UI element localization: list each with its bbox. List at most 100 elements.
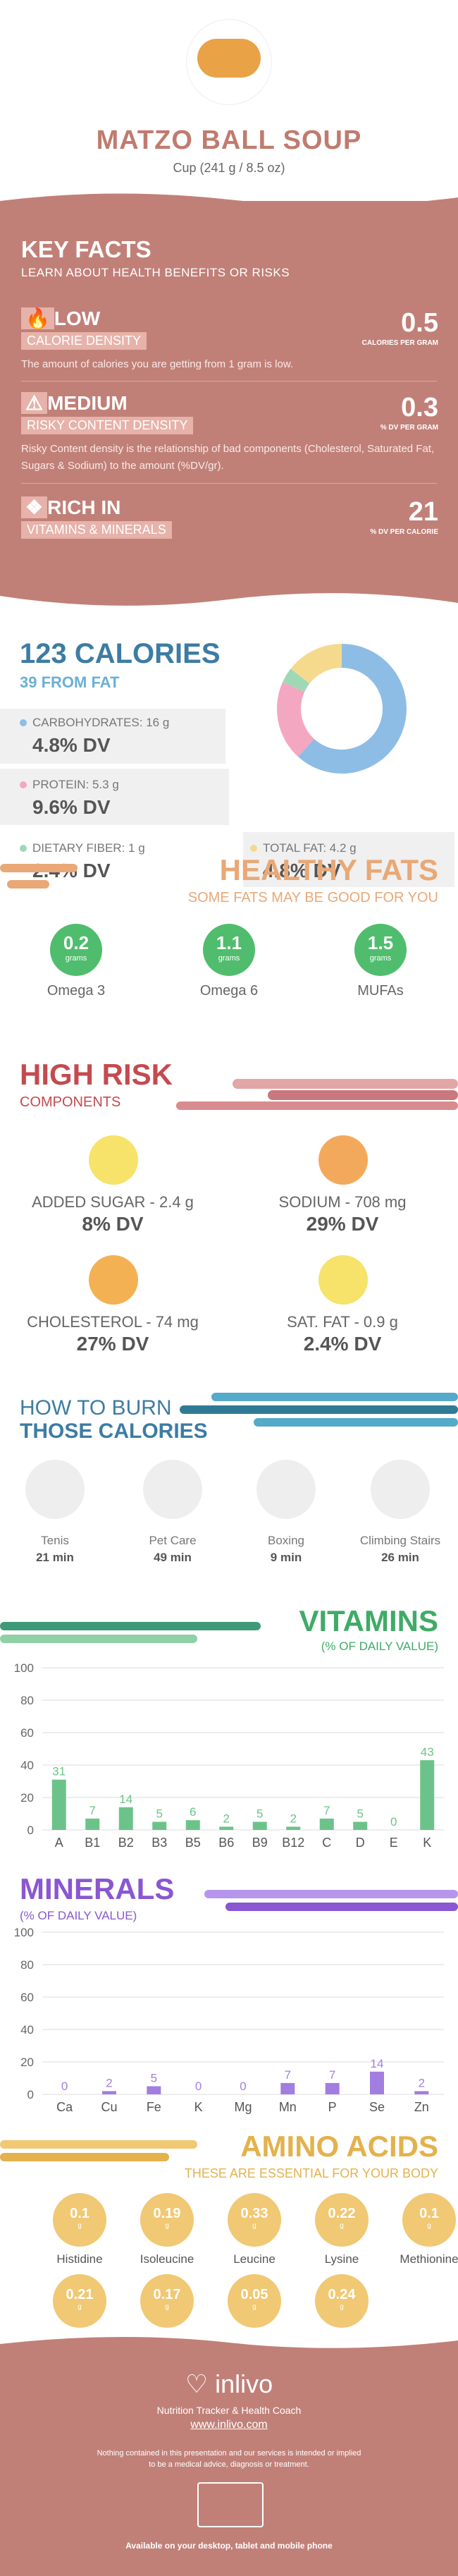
vitamin-value-label: 2 [290,1812,297,1825]
calorie-density-unit: CALORIES PER GRAM [361,339,438,347]
food-title: MATZO BALL SOUP [96,126,362,155]
mineral-value-label: 2 [106,2076,112,2089]
wave-divider [0,193,458,215]
minerals-title: MINERALS [20,1872,175,1905]
amino-unit: g [340,2222,344,2230]
protein-label: PROTEIN: 5.3 g [20,778,119,792]
mineral-bar-Mn [280,2082,295,2094]
amino-unit: g [252,2303,256,2311]
decor-bar [0,2140,197,2149]
mineral-bar-Cu [102,2091,116,2094]
medium-density-block: ⚠ MEDIUM [21,391,128,415]
available-text: Available on your desktop, tablet and mo… [125,2541,333,2551]
footer: ♡ inlivo Nutrition Tracker & Health Coac… [0,2330,458,2576]
vitamin-ytick-label: 60 [20,1726,34,1740]
amino-value: 0.22 [328,2206,356,2221]
vitamin-bar-B5 [185,1820,200,1830]
risky-content-label: RISKY CONTENT DENSITY [21,417,194,434]
vitamin-value-label: 43 [421,1745,434,1759]
vitamins-minerals-label: VITAMINS & MINERALS [21,521,172,539]
vitamin-bar-A [51,1779,66,1830]
amino-value-circle: 0.1 g [53,2193,106,2247]
amino-value-circle: 0.24 g [315,2274,369,2328]
heart-icon: ♡ [185,2369,209,2398]
vitamin-value-label: 5 [156,1807,163,1821]
website-link[interactable]: www.inlivo.com [190,2419,268,2431]
mineral-value-label: 2 [419,2076,425,2089]
mineral-bar-P [325,2082,340,2094]
vitamin-category-label: E [390,1836,398,1850]
protein-dv: 9.6% DV [32,796,111,818]
amino-unit: g [78,2222,82,2230]
vitamin-category-label: B5 [185,1836,201,1850]
amino-unit: g [252,2222,256,2230]
mufas-label: MUFAs [357,983,404,999]
donut-fat [277,644,407,774]
decor-bar [225,1903,458,1911]
sodium-dv: 29% DV [306,1213,379,1235]
boxing-time: 9 min [270,1551,302,1564]
mineral-category-label: Zn [414,2100,429,2114]
mineral-value-label: 0 [61,2080,68,2093]
cholesterol-label: CHOLESTEROL - 74 mg [27,1313,199,1331]
amino-title: AMINO ACIDS [240,2130,438,2163]
smiley-icon [318,1255,368,1305]
stairs-time: 26 min [381,1551,419,1564]
mineral-category-label: Ca [56,2100,73,2114]
mineral-value-label: 7 [329,2068,335,2082]
carbs-dot [20,719,27,726]
mineral-value-label: 0 [240,2080,246,2093]
decor-bar [268,1090,458,1100]
burn-title-1: HOW TO BURN [20,1396,172,1420]
vitamin-bar-B1 [85,1818,100,1830]
high-risk-title: HIGH RISK [20,1058,173,1091]
wave-divider [0,593,458,617]
tennis-icon [25,1460,85,1519]
vitamin-bar-B3 [152,1821,167,1830]
decor-bar [254,1418,458,1427]
fat-label: TOTAL FAT: 4.2 g [250,841,357,855]
warning-icon: ⚠ [21,392,48,414]
amino-value: 0.05 [240,2287,268,2302]
key-facts-subtitle: LEARN ABOUT HEALTH BENEFITS OR RISKS [21,266,290,279]
vitamin-value-label: 7 [323,1804,330,1817]
rich-unit: % DV PER CALORIE [370,528,438,536]
decor-bar [7,880,49,889]
amino-value: 0.19 [153,2206,181,2221]
amino-value-circle: 0.05 g [228,2274,281,2328]
mufas-circle: 1.5 grams [354,924,407,976]
low-density-block: 🔥 LOW [21,307,100,330]
amino-subtitle: THESE ARE ESSENTIAL FOR YOUR BODY [184,2166,438,2180]
flame-icon: 🔥 [21,307,54,329]
carbs-label: CARBOHYDRATES: 16 g [20,716,169,730]
macros-donut-chart [277,644,407,774]
stairs-icon [371,1460,430,1519]
key-facts-title: KEY FACTS [21,236,151,262]
mineral-category-label: P [328,2100,337,2114]
mineral-category-label: K [194,2100,203,2114]
mineral-ytick-label: 80 [20,1958,34,1972]
serving-size: Cup (241 g / 8.5 oz) [173,161,285,175]
mineral-ytick-label: 60 [20,1991,34,2004]
mineral-bar-Zn [414,2091,429,2094]
amino-unit: g [165,2303,169,2311]
mineral-ytick-label: 20 [20,2056,34,2069]
amino-value-circle: 0.19 g [140,2193,194,2247]
brand-logo: ♡ inlivo [185,2369,273,2398]
decor-bar [180,1405,458,1414]
tagline: Nutrition Tracker & Health Coach [156,2405,302,2416]
row-bg [0,769,229,825]
amino-value: 0.33 [240,2206,268,2221]
vitamin-bar-D [353,1821,368,1830]
decor-bar [0,1622,261,1630]
mineral-value-label: 7 [285,2068,291,2082]
vitamin-value-label: 6 [190,1805,196,1819]
calorie-density-desc: The amount of calories you are getting f… [21,358,294,370]
mineral-category-label: Mg [234,2100,252,2114]
vitamin-value-label: 5 [256,1807,263,1821]
disclaimer-1: Nothing contained in this presentation a… [97,2449,361,2458]
amino-label: Lysine [324,2252,359,2266]
vitamin-ytick-label: 20 [20,1791,34,1805]
decor-bar [176,1101,458,1110]
vitamin-category-label: B2 [118,1836,134,1850]
